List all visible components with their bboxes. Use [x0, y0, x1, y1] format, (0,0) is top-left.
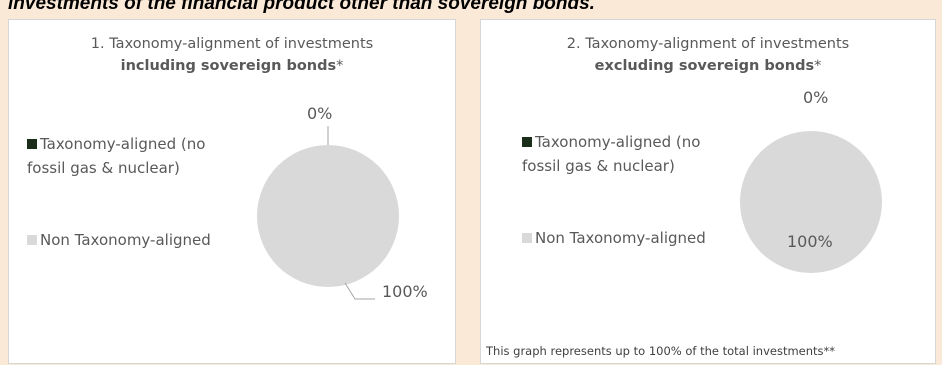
slice-label-non-aligned: 100% [787, 232, 833, 251]
legend-label-aligned-line1: Taxonomy-aligned (no [535, 133, 701, 151]
legend-item-non-aligned: Non Taxonomy-aligned [522, 226, 706, 250]
legend-label-non-aligned: Non Taxonomy-aligned [535, 229, 706, 247]
slice-label-aligned: 0% [803, 88, 829, 107]
chart-panel-including-sovereign-bonds: 1. Taxonomy-alignment of investments inc… [8, 19, 456, 364]
slice-label-non-aligned: 100% [382, 282, 428, 301]
legend-item-non-aligned: Non Taxonomy-aligned [27, 228, 211, 252]
chart-title-suffix: * [336, 58, 344, 74]
legend-label-non-aligned: Non Taxonomy-aligned [40, 231, 211, 249]
chart-panel-excluding-sovereign-bonds: 2. Taxonomy-alignment of investments exc… [480, 19, 936, 364]
legend-item-aligned: Taxonomy-aligned (no fossil gas & nuclea… [27, 132, 205, 180]
chart-title-line2: excluding sovereign bonds* [481, 58, 935, 74]
pie-slice-non-aligned [740, 131, 882, 273]
pie-chart-1 [257, 126, 399, 300]
legend-swatch-non-aligned [522, 233, 532, 243]
pie-slice-non-aligned [257, 145, 399, 287]
legend-label-aligned-line1: Taxonomy-aligned (no [40, 135, 206, 153]
section-heading: investments of the financial product oth… [8, 0, 595, 14]
legend-swatch-aligned [27, 139, 37, 149]
chart-title-suffix: * [814, 58, 822, 74]
legend-swatch-aligned [522, 137, 532, 147]
chart-footnote: This graph represents up to 100% of the … [486, 344, 836, 358]
leader-line-non-aligned [344, 282, 375, 300]
legend-label-aligned-line2: fossil gas & nuclear) [27, 159, 180, 177]
chart-title-bold: excluding sovereign bonds [594, 58, 815, 74]
legend-swatch-non-aligned [27, 235, 37, 245]
chart-title-line1: 1. Taxonomy-alignment of investments [90, 36, 374, 52]
legend-label-aligned-line2: fossil gas & nuclear) [522, 157, 675, 175]
legend-item-aligned: Taxonomy-aligned (no fossil gas & nuclea… [522, 130, 700, 178]
chart-title-line1: 2. Taxonomy-alignment of investments [566, 36, 850, 52]
pie-chart-2 [740, 131, 882, 273]
slice-label-aligned: 0% [307, 104, 333, 123]
chart-title-line2: including sovereign bonds* [9, 58, 455, 74]
chart-title-bold: including sovereign bonds [120, 58, 337, 74]
